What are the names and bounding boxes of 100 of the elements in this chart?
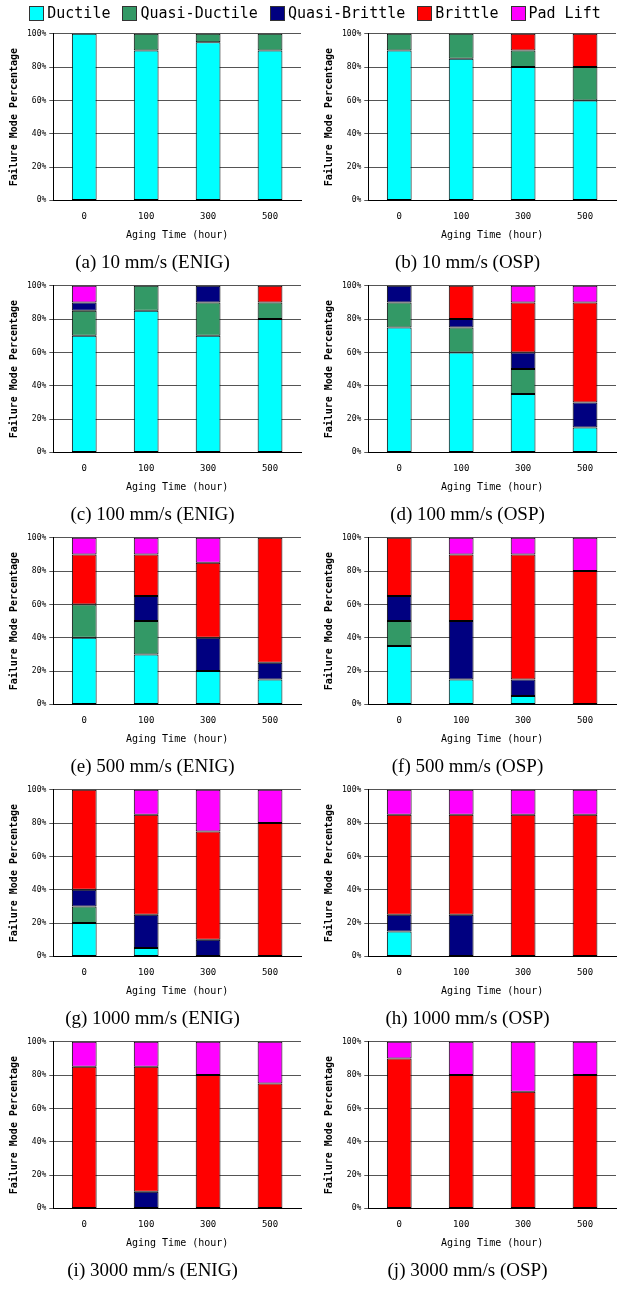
- y-tick-label: 0%: [351, 447, 362, 457]
- x-tick-label: 100: [453, 1219, 470, 1230]
- x-tick-label: 300: [199, 1219, 217, 1230]
- text: (g) 1000 mm/s (ENIG): [65, 1006, 240, 1029]
- x-tick-label: 100: [138, 715, 155, 726]
- x-tick-label: 100: [453, 211, 470, 222]
- y-axis-title: Failure Mode Percentage: [322, 1055, 334, 1195]
- legend-label: Brittle: [435, 4, 499, 22]
- y-tick-label: 60%: [31, 95, 47, 105]
- y-tick-label: 80%: [31, 62, 47, 72]
- x-tick-label: 0: [396, 967, 402, 978]
- text: (f) 500 mm/s (OSP): [391, 754, 544, 777]
- y-tick-label: 100%: [342, 784, 362, 794]
- x-tick-label: 500: [261, 211, 279, 222]
- y-axis-title: Failure Mode Percentage: [322, 47, 334, 187]
- text: (i) 3000 mm/s (ENIG): [67, 1258, 238, 1281]
- text: (d) 100 mm/s (OSP): [390, 502, 545, 525]
- x-tick-label: 0: [396, 715, 402, 726]
- y-tick-label: 40%: [346, 632, 362, 642]
- y-tick-label: 100%: [27, 280, 47, 290]
- x-axis-title: Aging Time (hour): [440, 1236, 544, 1248]
- y-tick-label: 40%: [346, 380, 362, 390]
- x-tick-label: 300: [514, 211, 532, 222]
- y-axis-title: Failure Mode Percentage: [322, 299, 334, 439]
- x-tick-label: 300: [199, 967, 217, 978]
- y-tick-label: 0%: [351, 195, 362, 205]
- y-axis-title: Failure Mode Percentage: [7, 47, 19, 187]
- y-tick-label: 40%: [31, 884, 47, 894]
- y-tick-label: 60%: [346, 347, 362, 357]
- y-tick-label: 40%: [346, 1136, 362, 1146]
- x-tick-label: 100: [138, 463, 155, 474]
- y-tick-label: 20%: [346, 918, 362, 928]
- x-tick-label: 0: [81, 1219, 87, 1230]
- x-tick-label: 300: [514, 1219, 532, 1230]
- y-tick-label: 100%: [27, 784, 47, 794]
- x-tick-label: 100: [453, 967, 470, 978]
- y-tick-label: 0%: [36, 1203, 47, 1213]
- y-tick-label: 80%: [31, 818, 47, 828]
- y-tick-label: 80%: [346, 62, 362, 72]
- y-tick-label: 0%: [351, 1203, 362, 1213]
- y-axis-title: Failure Mode Percentage: [7, 299, 19, 439]
- y-tick-label: 80%: [31, 314, 47, 324]
- x-axis-title: Aging Time (hour): [440, 732, 544, 744]
- x-tick-label: 300: [199, 211, 217, 222]
- y-tick-label: 20%: [31, 918, 47, 928]
- x-tick-label: 500: [576, 715, 594, 726]
- y-axis-title: Failure Mode Percentage: [322, 551, 334, 691]
- y-tick-label: 60%: [346, 1103, 362, 1113]
- x-tick-label: 300: [514, 715, 532, 726]
- y-axis-title: Failure Mode Percentage: [322, 803, 334, 943]
- x-axis-title: Aging Time (hour): [125, 984, 229, 996]
- y-tick-label: 0%: [36, 699, 47, 709]
- y-tick-label: 100%: [27, 532, 47, 542]
- x-tick-label: 500: [576, 1219, 594, 1230]
- y-tick-label: 20%: [346, 414, 362, 424]
- x-tick-label: 500: [261, 715, 279, 726]
- y-tick-label: 40%: [31, 128, 47, 138]
- y-tick-label: 100%: [342, 532, 362, 542]
- y-tick-label: 0%: [351, 951, 362, 961]
- x-tick-label: 500: [261, 967, 279, 978]
- y-tick-label: 20%: [31, 414, 47, 424]
- y-tick-label: 20%: [346, 162, 362, 172]
- y-tick-label: 0%: [36, 195, 47, 205]
- y-tick-label: 40%: [346, 128, 362, 138]
- y-tick-label: 40%: [346, 884, 362, 894]
- legend-label: Quasi-Brittle: [287, 4, 406, 22]
- y-axis-title: Failure Mode Percentage: [7, 551, 19, 691]
- y-tick-label: 60%: [31, 1103, 47, 1113]
- x-tick-label: 300: [199, 463, 217, 474]
- x-tick-label: 0: [81, 967, 87, 978]
- y-tick-label: 0%: [36, 447, 47, 457]
- legend-label: Quasi-Ductile: [140, 4, 258, 22]
- y-tick-label: 60%: [346, 599, 362, 609]
- y-tick-label: 0%: [36, 951, 47, 961]
- x-tick-label: 500: [261, 463, 279, 474]
- y-tick-label: 60%: [31, 851, 47, 861]
- y-tick-label: 80%: [346, 1070, 362, 1080]
- x-tick-label: 0: [81, 463, 87, 474]
- y-tick-label: 100%: [342, 1036, 362, 1046]
- x-axis-title: Aging Time (hour): [125, 228, 229, 240]
- y-tick-label: 20%: [31, 666, 47, 676]
- y-tick-label: 20%: [31, 162, 47, 172]
- x-tick-label: 300: [514, 463, 532, 474]
- text: (j) 3000 mm/s (OSP): [387, 1258, 548, 1281]
- text: (a) 10 mm/s (ENIG): [75, 250, 230, 273]
- x-tick-label: 0: [81, 715, 87, 726]
- y-tick-label: 100%: [27, 28, 47, 38]
- x-tick-label: 500: [576, 463, 594, 474]
- x-axis-title: Aging Time (hour): [125, 480, 229, 492]
- legend-label: Pad Lift: [528, 4, 601, 22]
- y-tick-label: 80%: [31, 1070, 47, 1080]
- y-tick-label: 20%: [346, 1170, 362, 1180]
- y-tick-label: 20%: [346, 666, 362, 676]
- legend-label: Ductile: [47, 4, 111, 22]
- y-tick-label: 80%: [346, 566, 362, 576]
- y-tick-label: 60%: [31, 599, 47, 609]
- x-axis-title: Aging Time (hour): [440, 984, 544, 996]
- y-tick-label: 20%: [31, 1170, 47, 1180]
- x-tick-label: 500: [576, 211, 594, 222]
- y-tick-label: 40%: [31, 632, 47, 642]
